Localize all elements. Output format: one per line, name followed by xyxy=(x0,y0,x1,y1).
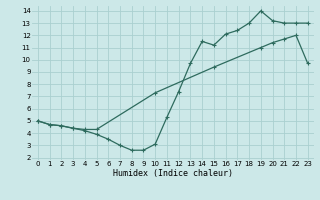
X-axis label: Humidex (Indice chaleur): Humidex (Indice chaleur) xyxy=(113,169,233,178)
